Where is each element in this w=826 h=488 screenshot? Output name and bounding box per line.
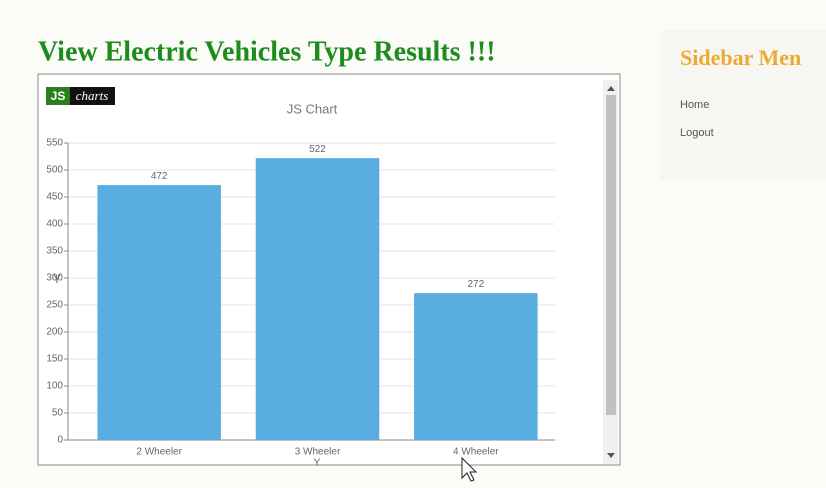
- y-tick-label: 150: [46, 354, 63, 365]
- sidebar-link[interactable]: Home: [680, 99, 709, 111]
- bar: [255, 158, 380, 440]
- logo-text: charts: [76, 88, 109, 103]
- scrollbar-thumb[interactable]: [606, 95, 616, 415]
- page-title: View Electric Vehicles Type Results !!!: [38, 36, 496, 67]
- logo-box: [70, 87, 115, 105]
- chart-title: JS Chart: [287, 101, 338, 116]
- y-tick-label: 350: [46, 246, 63, 257]
- data-label: 472: [151, 171, 168, 182]
- scroll-up[interactable]: [607, 86, 615, 91]
- y-tick-label: 550: [46, 138, 63, 149]
- y-tick-label: 0: [57, 435, 63, 446]
- y-tick-label: 400: [46, 219, 63, 230]
- sidebar-panel: [660, 30, 826, 180]
- x-tick-label: 3 Wheeler: [295, 447, 341, 458]
- logo-badge: [46, 87, 70, 105]
- y-tick-label: 500: [46, 165, 63, 176]
- mouse-cursor: [461, 456, 478, 482]
- data-label: 522: [309, 144, 326, 155]
- scroll-down[interactable]: [607, 453, 615, 458]
- bar: [97, 185, 221, 440]
- y-tick-label: 250: [46, 300, 63, 311]
- sidebar-title: Sidebar Men: [680, 45, 801, 70]
- y-tick-label: 450: [46, 192, 63, 203]
- bar: [414, 293, 538, 440]
- sidebar-link[interactable]: Logout: [680, 127, 714, 139]
- y-tick-label: 200: [46, 327, 63, 338]
- y-tick-label: 100: [46, 381, 63, 392]
- x-tick-label: 2 Wheeler: [136, 447, 182, 458]
- x-tick-label: 4 Wheeler: [453, 447, 499, 458]
- x-axis-label: Y: [314, 458, 321, 469]
- logo-badge-text: JS: [51, 89, 66, 103]
- y-axis-label: Y: [53, 272, 61, 286]
- data-label: 272: [467, 279, 484, 290]
- y-tick-label: 300: [46, 273, 63, 284]
- y-tick-label: 50: [52, 408, 64, 419]
